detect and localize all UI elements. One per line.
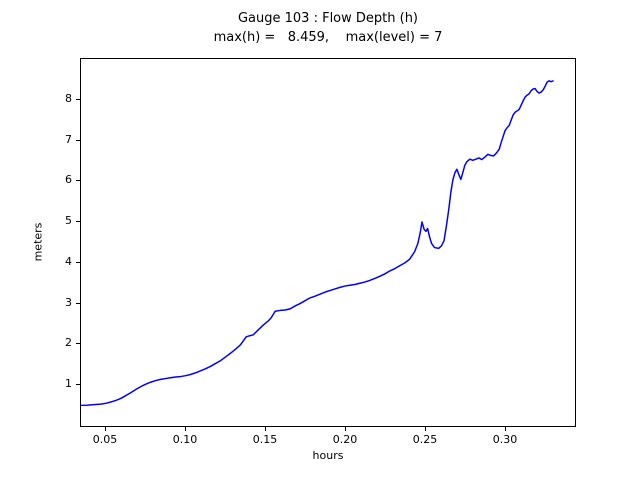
plot-area [80, 58, 576, 427]
y-tick-label: 4 [65, 254, 72, 268]
y-tick-mark [76, 261, 80, 263]
y-tick-label: 1 [65, 377, 72, 391]
x-tick-label: 0.30 [492, 433, 518, 446]
x-tick-label: 0.25 [412, 433, 438, 446]
x-tick-mark [185, 427, 186, 431]
y-tick-label: 8 [65, 91, 72, 105]
y-tick-mark [76, 98, 80, 100]
y-tick-label: 7 [65, 132, 72, 146]
y-tick-label: 6 [65, 173, 72, 187]
y-tick-mark [76, 180, 80, 182]
x-tick-mark [345, 427, 346, 431]
chart-title-line2: max(h) = 8.459, max(level) = 7 [213, 30, 443, 45]
chart-title: Gauge 103 : Flow Depth (h) max(h) = 8.45… [80, 9, 576, 47]
x-tick-mark [265, 427, 266, 431]
y-tick-mark [76, 343, 80, 345]
y-tick-mark [76, 139, 80, 141]
x-tick-mark [105, 427, 106, 431]
x-tick-label: 0.20 [332, 433, 358, 446]
x-tick-label: 0.05 [92, 433, 118, 446]
x-tick-label: 0.10 [172, 433, 198, 446]
x-axis-label: hours [312, 449, 344, 462]
x-tick-mark [505, 427, 506, 431]
y-tick-label: 2 [65, 336, 72, 350]
x-tick-label: 0.15 [252, 433, 278, 446]
y-tick-mark [76, 302, 80, 304]
y-tick-label: 5 [65, 214, 72, 228]
flow-depth-line [81, 80, 554, 407]
chart-title-line1: Gauge 103 : Flow Depth (h) [237, 11, 419, 26]
plot-svg [81, 80, 554, 407]
y-tick-mark [76, 384, 80, 386]
y-tick-label: 3 [65, 295, 72, 309]
x-tick-mark [425, 427, 426, 431]
y-tick-mark [76, 221, 80, 223]
